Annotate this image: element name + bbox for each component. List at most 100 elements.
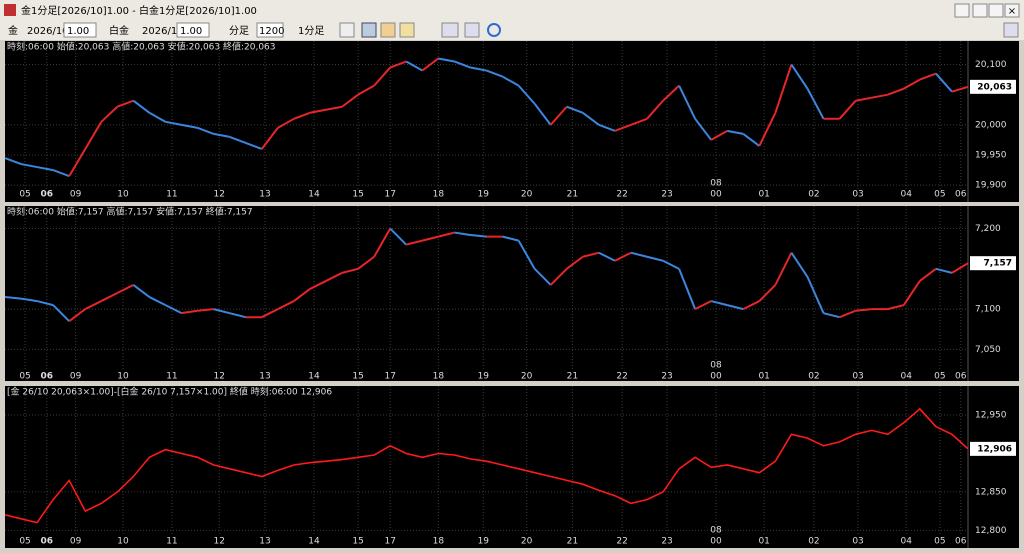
- price-segment: [823, 312, 840, 319]
- period-select[interactable]: 1分足: [298, 25, 324, 37]
- tool-button[interactable]: [380, 22, 396, 38]
- x-tick-label: 15: [352, 190, 363, 200]
- annotation: 08: [710, 361, 722, 371]
- y-tick-label: 12,850: [975, 487, 1007, 497]
- x-tick-label: 13: [259, 537, 270, 547]
- x-tick-label: 05: [934, 372, 945, 382]
- x-tick-label: 23: [661, 537, 672, 547]
- tool-button[interactable]: [399, 22, 415, 38]
- price-segment: [20, 163, 38, 169]
- tool-button[interactable]: [339, 22, 355, 38]
- x-tick-label: 01: [758, 537, 769, 547]
- x-tick-label: 06: [955, 537, 967, 547]
- x-tick-label: 05: [934, 537, 945, 547]
- price-segment: [678, 85, 697, 120]
- tool-button[interactable]: [361, 22, 377, 38]
- price-segment: [325, 105, 343, 111]
- x-tick-label: 14: [308, 190, 320, 200]
- x-tick-label: 20: [521, 190, 533, 200]
- price-segment: [357, 84, 375, 96]
- maximize-button[interactable]: [988, 3, 1004, 18]
- x-tick-label: 20: [521, 537, 533, 547]
- tool-button[interactable]: [441, 22, 459, 38]
- x-tick-label: 05: [19, 537, 30, 547]
- minimize-button[interactable]: [972, 3, 988, 18]
- close-button[interactable]: [1004, 3, 1020, 18]
- price-segment: [245, 142, 263, 150]
- x-tick-label: 13: [259, 190, 270, 200]
- x-tick-label: 01: [758, 372, 769, 382]
- price-segment: [52, 304, 70, 322]
- price-segment: [646, 255, 664, 262]
- price-segment: [116, 99, 134, 108]
- x-tick-label: 10: [117, 372, 129, 382]
- price-segment: [116, 284, 134, 294]
- price-segment: [919, 72, 937, 81]
- x-tick-label: 05: [934, 190, 945, 200]
- mult-input[interactable]: [63, 22, 97, 38]
- current-value-label: 12,906: [977, 444, 1012, 454]
- mult-value: 1.00: [67, 26, 89, 37]
- x-tick-label: 06: [40, 190, 53, 200]
- x-tick-label: 22: [616, 537, 627, 547]
- price-segment: [197, 308, 214, 312]
- x-tick-label: 05: [19, 372, 30, 382]
- price-segment: [293, 288, 311, 302]
- price-segment: [213, 132, 230, 138]
- close-glyph: ×: [1008, 6, 1016, 17]
- price-segment: [855, 308, 872, 312]
- x-tick-label: 01: [758, 190, 769, 200]
- y-tick-label: 12,800: [975, 526, 1007, 536]
- x-tick-label: 03: [852, 190, 863, 200]
- price-segment: [470, 66, 487, 72]
- x-tick-label: 10: [117, 190, 129, 200]
- price-segment: [855, 96, 872, 102]
- price-segment: [549, 268, 568, 286]
- toolbar: [0, 20, 1024, 40]
- x-tick-label: 12: [214, 537, 225, 547]
- price-segment: [871, 93, 888, 99]
- price-segment: [694, 118, 712, 141]
- x-tick-label: 06: [955, 190, 967, 200]
- x-tick-label: 00: [710, 372, 722, 382]
- refresh-button[interactable]: [487, 23, 501, 37]
- tool-button[interactable]: [1003, 22, 1019, 38]
- bars-value: 1200: [259, 26, 284, 37]
- x-tick-label: 14: [308, 372, 320, 382]
- unit-select[interactable]: 分足: [229, 25, 249, 37]
- mult-input[interactable]: [176, 22, 210, 38]
- price-segment: [181, 309, 198, 315]
- price-segment: [36, 300, 54, 307]
- y-tick-label: 12,950: [975, 411, 1007, 421]
- x-tick-label: 14: [308, 537, 320, 547]
- x-tick-label: 13: [259, 372, 270, 382]
- current-value-box: [970, 441, 1016, 456]
- price-segment: [806, 88, 825, 120]
- item-label: 金: [8, 24, 18, 37]
- price-segment: [919, 268, 937, 282]
- month-label: 2026/10: [142, 26, 184, 37]
- price-segment: [727, 304, 744, 311]
- app-icon: [4, 4, 16, 16]
- price-segment: [630, 117, 648, 126]
- window-title: 金1分足[2026/10]1.00 - 白金1分足[2026/10]1.00: [21, 4, 257, 17]
- price-segment: [293, 111, 311, 120]
- tool-button[interactable]: [464, 22, 480, 38]
- price-segment: [790, 63, 809, 90]
- price-segment: [951, 85, 969, 93]
- restore-button[interactable]: [954, 3, 970, 18]
- price-segment: [438, 57, 455, 63]
- x-tick-label: 17: [384, 190, 395, 200]
- chart-panel: [5, 41, 1019, 202]
- price-segment: [405, 60, 423, 72]
- price-segment: [229, 135, 247, 144]
- price-segment: [582, 111, 600, 126]
- x-tick-label: 00: [710, 537, 722, 547]
- x-tick-label: 05: [19, 190, 30, 200]
- price-segment: [341, 93, 359, 108]
- x-tick-label: 23: [661, 190, 672, 200]
- bars-input[interactable]: [256, 22, 284, 38]
- price-segment: [325, 271, 343, 282]
- price-segment: [566, 255, 584, 270]
- price-segment: [149, 296, 166, 306]
